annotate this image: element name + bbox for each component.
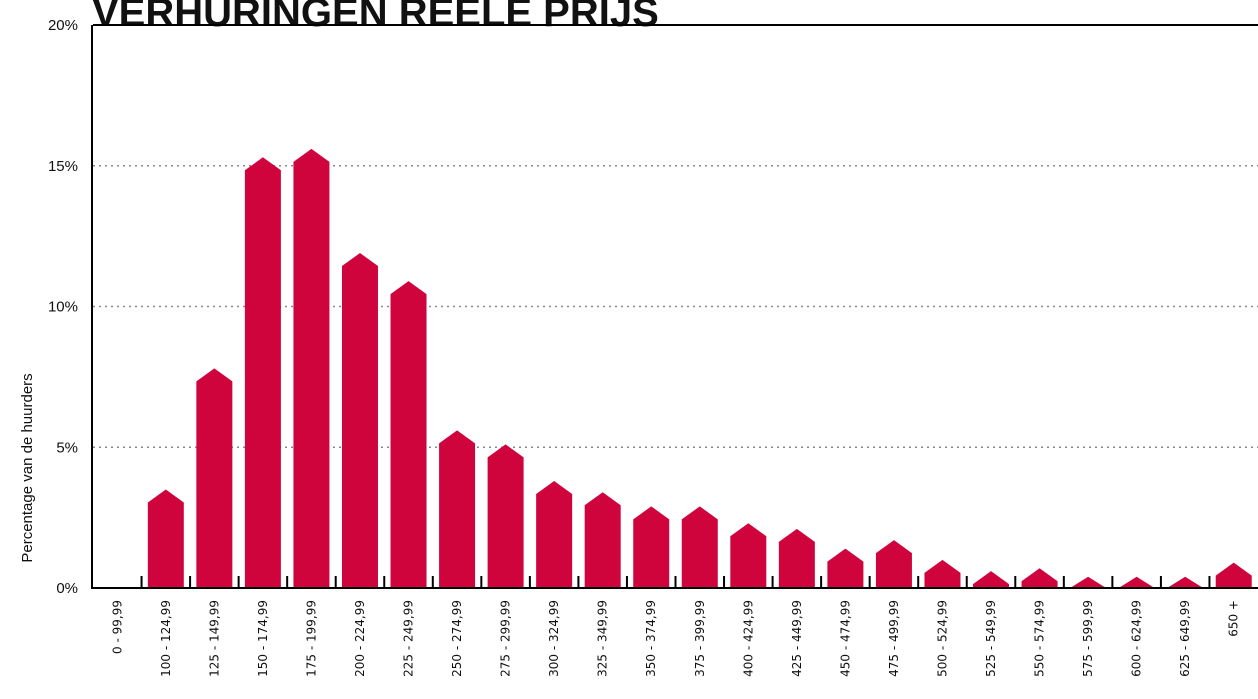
bar [1070, 576, 1107, 588]
x-tick-label: 100 - 124,99 [159, 600, 173, 677]
bar [487, 444, 524, 588]
bar [390, 281, 427, 588]
chart-title: VERHURINGEN REELE PRIJS [92, 0, 659, 35]
y-tick-label: 5% [56, 439, 78, 456]
x-tick-label: 550 - 574,99 [1033, 600, 1047, 677]
bar [973, 571, 1010, 588]
x-tick-label: 475 - 499,99 [887, 600, 901, 677]
x-tick-label: 350 - 374,99 [644, 600, 658, 677]
y-tick-label: 0% [56, 580, 78, 597]
bar [244, 157, 281, 588]
bar [778, 528, 815, 588]
bar [681, 506, 718, 588]
y-tick-label: 15% [48, 158, 78, 175]
x-tick-label: 525 - 549,99 [984, 600, 998, 677]
bar [439, 430, 476, 588]
x-tick-label: 275 - 299,99 [499, 600, 513, 677]
bar [875, 540, 912, 588]
x-tick-label: 600 - 624,99 [1130, 600, 1144, 677]
bar [341, 253, 378, 588]
bar [1167, 576, 1204, 588]
bar [196, 368, 233, 588]
x-tick-label: 175 - 199,99 [304, 600, 318, 677]
x-tick-label: 450 - 474,99 [838, 600, 852, 677]
x-tick-label: 225 - 249,99 [402, 600, 416, 677]
x-tick-label: 650 + [1227, 600, 1241, 637]
x-tick-label: 375 - 399,99 [693, 600, 707, 677]
bar [1021, 568, 1058, 588]
bar [633, 506, 670, 588]
y-axis-label: Percentage van de huurders [19, 373, 36, 562]
x-tick-label: 150 - 174,99 [256, 600, 270, 677]
bar [584, 492, 621, 588]
bar [827, 548, 864, 588]
x-tick-label: 575 - 599,99 [1081, 600, 1095, 677]
bar [293, 148, 330, 589]
x-tick-label: 425 - 449,99 [790, 600, 804, 677]
x-tick-label: 300 - 324,99 [547, 600, 561, 677]
x-tick-label: 500 - 524,99 [935, 600, 949, 677]
bar [147, 489, 184, 588]
bar [1215, 562, 1252, 588]
x-tick-label: 0 - 99,99 [110, 600, 124, 654]
x-tick-label: 325 - 349,99 [596, 600, 610, 677]
bar [536, 481, 573, 588]
y-tick-label: 10% [48, 299, 78, 316]
bar [924, 559, 961, 588]
x-tick-label: 125 - 149,99 [207, 600, 221, 677]
x-tick-label: 250 - 274,99 [450, 600, 464, 677]
x-tick-label: 400 - 424,99 [741, 600, 755, 677]
y-tick-label: 20% [48, 17, 78, 34]
bar [1118, 576, 1155, 588]
bar [730, 523, 767, 588]
x-tick-label: 625 - 649,99 [1178, 600, 1192, 677]
x-tick-label: 200 - 224,99 [353, 600, 367, 677]
